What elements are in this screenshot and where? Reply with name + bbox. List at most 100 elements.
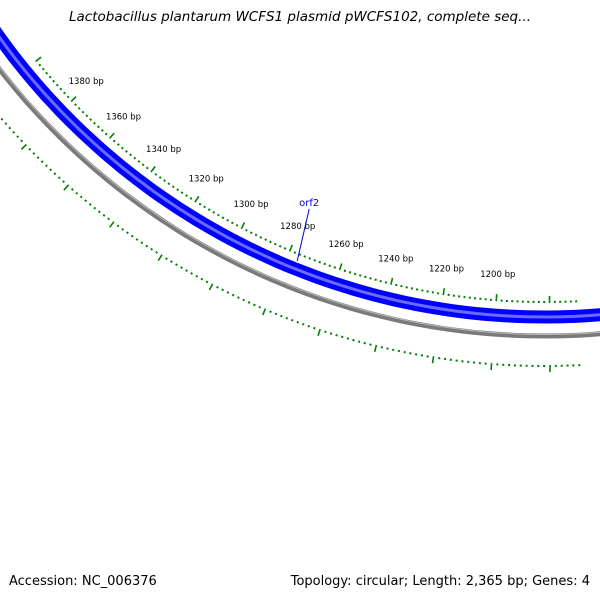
minor-tick [175,263,178,267]
minor-tick [323,262,327,266]
minor-tick [55,83,59,87]
minor-tick [298,253,302,256]
minor-tick [346,337,350,340]
major-tick [63,184,70,191]
length-label: Length: [412,574,462,589]
tick-label: 1240 bp [378,254,413,264]
minor-tick [308,257,312,260]
minor-tick [40,160,44,164]
minor-tick [93,121,96,125]
minor-tick [369,343,372,346]
minor-tick [97,210,101,214]
topology-value: circular [355,574,404,589]
major-tick [109,132,115,139]
minor-tick [45,71,49,75]
major-tick [157,254,163,262]
accession-info: Accession: NC_006376 [9,574,157,589]
minor-tick [66,95,70,99]
minor-tick [88,203,92,206]
minor-tick [70,188,74,191]
minor-tick [84,199,88,203]
tick-label: 1320 bp [189,174,224,184]
minor-tick [180,191,184,195]
minor-tick [89,118,93,121]
minor-tick [231,221,234,225]
minor-tick [258,305,262,309]
plasmid-summary: Topology: circular; Length: 2,365 bp; Ge… [290,574,590,589]
genes-label: Genes: [532,574,578,589]
minor-tick [207,208,211,212]
minor-tick [116,224,120,228]
minor-tick [269,240,272,244]
major-tick [442,288,446,296]
minor-tick [217,213,220,217]
minor-tick [237,296,240,299]
minor-tick [140,241,144,245]
minor-tick [296,321,300,324]
minor-tick [79,195,83,199]
tick-label: 1340 bp [146,145,181,155]
minor-tick [170,260,173,264]
tick-label: 1260 bp [329,240,364,250]
minor-tick [357,340,361,343]
major-tick [208,283,214,291]
major-tick [431,356,435,364]
map-title: Lactobacillus plantarum WCFS1 plasmid pW… [69,9,531,25]
backbone-group [0,65,600,339]
feature-labels[interactable]: orf2 [296,198,319,262]
minor-tick [190,272,193,275]
minor-tick [8,126,12,130]
minor-tick [53,172,57,176]
tick-label: 1360 bp [106,113,141,123]
minor-tick [189,197,193,200]
minor-tick [85,114,89,118]
major-tick [373,344,378,352]
minor-tick [0,117,4,121]
minor-tick [283,247,287,250]
minor-tick [62,180,65,184]
plasmid-backbone-highlight [0,66,600,336]
minor-tick [81,110,85,114]
minor-tick [203,205,206,209]
tick-label: 1200 bp [480,270,515,280]
plasmid-backbone [0,65,600,339]
minor-tick [145,244,149,248]
minor-tick [116,143,120,146]
minor-tick [180,266,183,270]
minor-tick [74,103,77,107]
minor-tick [36,156,40,160]
length-value: 2,365 bp [465,574,524,589]
minor-tick [384,281,388,284]
inner-tick-ring [0,117,581,372]
minor-tick [49,168,53,172]
minor-tick [329,332,333,335]
minor-tick [198,202,202,206]
minor-tick [335,333,338,337]
position-labels: 1380 bp 1360 bp 1340 bp 1320 bp 1300 bp 1280 … [69,77,516,280]
genes-value: 4 [581,574,590,589]
minor-tick [318,260,322,264]
minor-tick [100,129,104,132]
minor-tick [363,341,366,345]
minor-tick [48,75,52,79]
accession-value: NC_006376 [81,574,157,589]
minor-tick [269,310,272,314]
minor-tick [333,266,337,269]
minor-tick [280,314,283,318]
feature-label-orf2[interactable]: orf2 [299,198,319,209]
major-tick [338,263,343,271]
feature-group[interactable] [0,0,600,324]
minor-tick [4,122,8,126]
tick-label: 1300 bp [233,200,268,210]
minor-tick [340,335,344,339]
minor-tick [226,291,230,294]
minor-tick [205,280,209,284]
minor-tick [212,210,216,214]
minor-tick [247,301,251,304]
minor-tick [44,164,48,168]
minor-tick [126,231,129,235]
minor-tick [259,236,263,239]
minor-tick [155,251,158,254]
minor-tick [313,259,317,262]
